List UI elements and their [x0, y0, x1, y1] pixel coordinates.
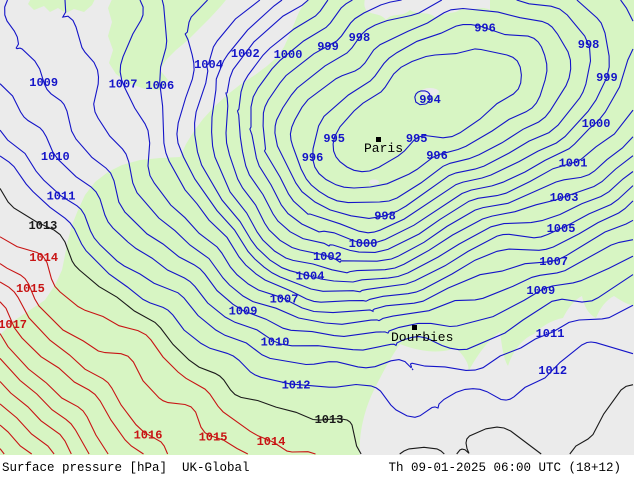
svg-text:1004: 1004 [296, 270, 325, 284]
svg-text:1003: 1003 [550, 191, 579, 205]
svg-text:1014: 1014 [29, 251, 58, 265]
svg-text:995: 995 [323, 132, 345, 146]
svg-text:996: 996 [474, 21, 496, 35]
svg-text:1009: 1009 [229, 304, 258, 318]
svg-text:995: 995 [406, 132, 428, 146]
svg-text:1000: 1000 [582, 117, 611, 131]
svg-text:1014: 1014 [257, 435, 286, 449]
svg-text:1016: 1016 [134, 428, 163, 442]
svg-text:1013: 1013 [315, 413, 344, 427]
svg-text:Paris: Paris [364, 141, 403, 156]
svg-text:1007: 1007 [109, 78, 138, 92]
svg-text:1012: 1012 [282, 378, 311, 392]
svg-text:996: 996 [426, 149, 448, 163]
svg-text:1012: 1012 [538, 364, 567, 378]
svg-text:1009: 1009 [29, 76, 58, 90]
svg-text:994: 994 [419, 93, 441, 107]
svg-text:1002: 1002 [231, 47, 260, 61]
svg-text:1013: 1013 [28, 219, 57, 233]
svg-text:1011: 1011 [47, 190, 76, 204]
svg-text:999: 999 [317, 40, 339, 54]
svg-text:1015: 1015 [16, 282, 45, 296]
svg-text:1017: 1017 [0, 318, 27, 332]
svg-text:1007: 1007 [270, 292, 299, 306]
svg-text:1010: 1010 [261, 336, 290, 350]
svg-text:Dourbies: Dourbies [391, 330, 453, 345]
svg-text:998: 998 [374, 210, 396, 224]
svg-text:1004: 1004 [194, 58, 223, 72]
svg-text:1006: 1006 [145, 79, 174, 93]
svg-text:1011: 1011 [536, 327, 565, 341]
svg-text:1010: 1010 [41, 150, 70, 164]
svg-text:1005: 1005 [547, 222, 576, 236]
svg-text:1009: 1009 [526, 284, 555, 298]
svg-text:996: 996 [302, 151, 324, 165]
svg-text:998: 998 [349, 31, 371, 45]
svg-text:1000: 1000 [349, 237, 378, 251]
svg-text:1015: 1015 [199, 430, 228, 444]
svg-text:1001: 1001 [559, 157, 588, 171]
svg-text:998: 998 [578, 38, 600, 52]
svg-text:1002: 1002 [313, 250, 342, 264]
svg-text:1007: 1007 [539, 255, 568, 269]
svg-text:999: 999 [596, 71, 618, 85]
svg-text:1000: 1000 [274, 48, 303, 62]
